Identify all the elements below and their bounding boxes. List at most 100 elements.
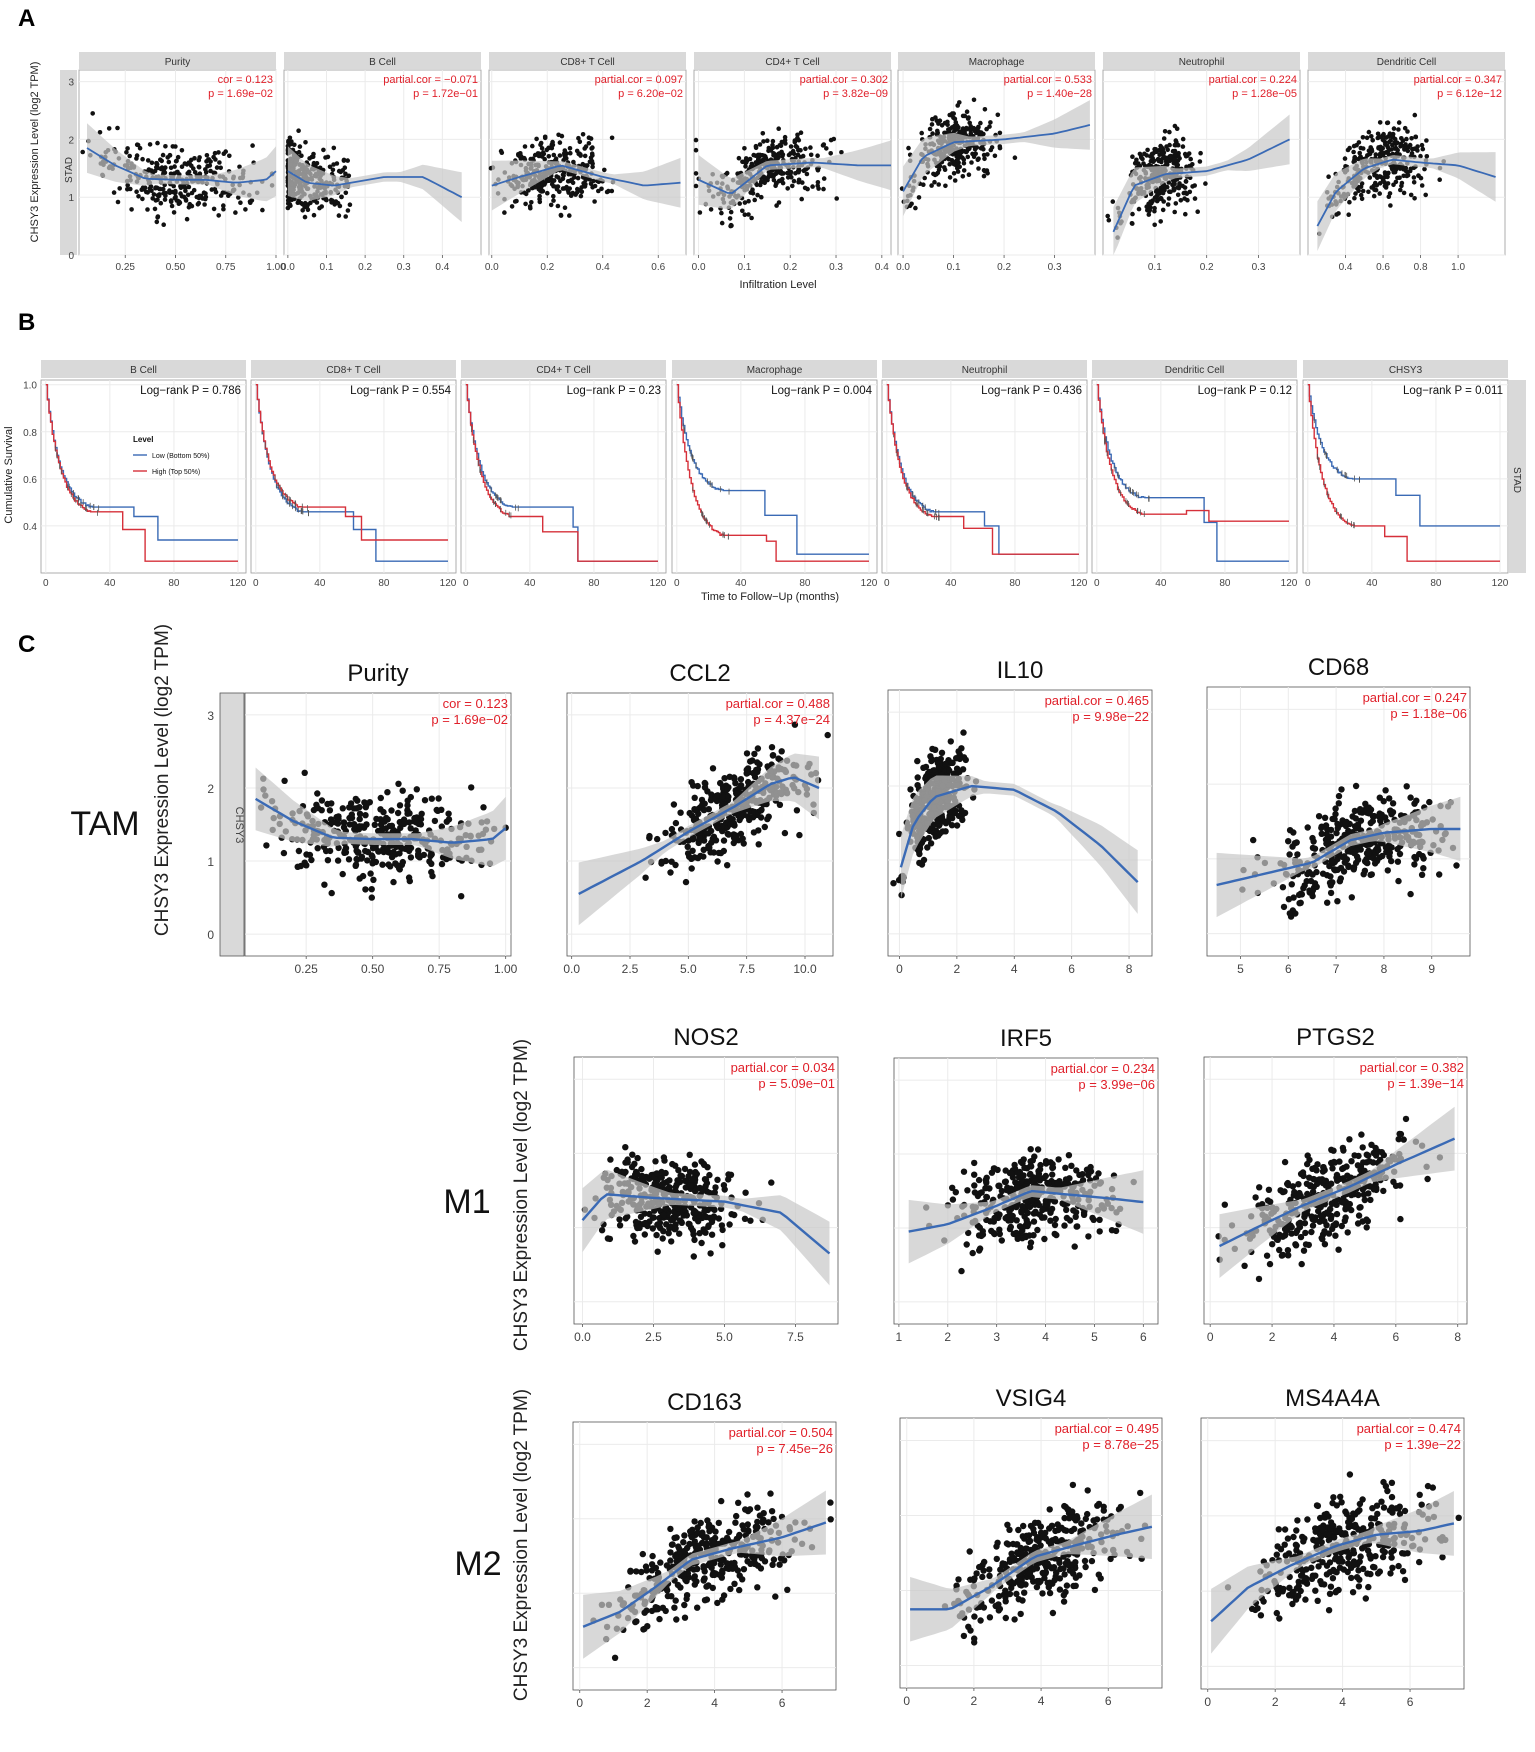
data-point — [667, 1223, 674, 1230]
data-point — [997, 130, 1003, 136]
data-point — [700, 806, 708, 813]
data-point — [559, 133, 565, 139]
data-point — [746, 816, 753, 824]
data-point — [1309, 886, 1317, 894]
data-point — [609, 188, 615, 194]
data-point — [957, 164, 962, 170]
data-point — [1180, 144, 1186, 149]
data-point — [985, 171, 990, 176]
data-point — [166, 159, 172, 165]
data-point — [921, 182, 926, 187]
data-point — [1352, 782, 1360, 790]
data-point — [1384, 120, 1390, 126]
data-point — [925, 834, 932, 842]
data-point — [598, 1227, 606, 1234]
data-point — [607, 1156, 614, 1163]
data-point — [788, 171, 793, 176]
data-point — [364, 848, 372, 856]
data-point — [1353, 847, 1360, 854]
data-point — [1333, 829, 1340, 837]
data-point — [1155, 192, 1161, 197]
data-point — [323, 155, 328, 160]
x-tick-label: 0.2 — [997, 262, 1011, 273]
data-point — [285, 205, 291, 211]
data-point — [1380, 146, 1385, 151]
facet-title: Macrophage — [747, 365, 803, 376]
data-point — [708, 1231, 716, 1238]
data-point — [1139, 155, 1144, 160]
data-point — [145, 207, 150, 212]
data-point — [1358, 192, 1364, 198]
data-point — [1341, 859, 1349, 866]
data-point — [719, 1226, 726, 1234]
data-point — [1403, 165, 1409, 171]
data-point — [1296, 900, 1303, 907]
x-tick-label: 2 — [954, 962, 961, 976]
logrank-label: Log−rank P = 0.786 — [140, 385, 241, 397]
row-label-m2: M2 — [454, 1545, 501, 1583]
data-point — [179, 148, 185, 153]
x-tick-label: 10.0 — [793, 962, 817, 976]
data-point — [1289, 843, 1296, 850]
data-point — [740, 208, 745, 214]
x-tick-label: 0.4 — [596, 262, 610, 273]
data-point — [761, 139, 766, 144]
data-point — [782, 134, 788, 140]
data-point — [1079, 1171, 1086, 1178]
data-point — [1413, 797, 1420, 804]
data-point — [976, 125, 981, 130]
data-point — [962, 113, 968, 119]
data-point — [714, 858, 721, 865]
data-point — [757, 814, 765, 821]
data-point — [1398, 187, 1403, 193]
data-point — [322, 847, 330, 855]
data-point — [1007, 1223, 1014, 1231]
data-point — [751, 152, 756, 158]
data-point — [304, 203, 309, 209]
data-point — [1013, 1217, 1020, 1224]
data-point — [366, 799, 373, 806]
data-point — [583, 177, 588, 183]
data-point — [1373, 187, 1379, 193]
data-point — [781, 829, 789, 837]
data-point — [683, 1212, 690, 1219]
data-point — [238, 200, 243, 205]
data-point — [1340, 868, 1348, 875]
data-point — [682, 1177, 689, 1185]
data-point — [1386, 194, 1392, 199]
data-point — [707, 797, 715, 804]
data-point — [794, 145, 800, 150]
x-tick-label: 0.6 — [651, 262, 665, 273]
data-point — [724, 862, 731, 869]
data-point — [724, 830, 731, 837]
data-point — [545, 190, 550, 196]
data-point — [1293, 839, 1300, 846]
data-point — [658, 1168, 665, 1176]
data-point — [331, 145, 337, 151]
data-point — [237, 164, 242, 170]
data-point — [233, 210, 238, 215]
data-point — [1347, 199, 1352, 205]
data-point — [1307, 877, 1315, 885]
data-point — [691, 794, 698, 801]
data-point — [371, 821, 378, 828]
data-point — [1370, 138, 1375, 143]
data-point — [1332, 805, 1339, 812]
x-tick-label: 0.2 — [540, 262, 554, 273]
data-point — [1052, 1215, 1059, 1223]
data-point — [737, 201, 742, 206]
data-point — [658, 858, 665, 865]
data-point — [586, 135, 592, 140]
data-point — [345, 208, 351, 213]
data-point — [701, 779, 708, 787]
x-tick-label: 0 — [1094, 578, 1100, 589]
data-point — [394, 809, 402, 817]
data-point — [952, 1189, 959, 1196]
data-point — [949, 1184, 956, 1192]
data-point — [586, 141, 592, 146]
data-point — [362, 812, 369, 819]
data-point — [690, 782, 697, 789]
